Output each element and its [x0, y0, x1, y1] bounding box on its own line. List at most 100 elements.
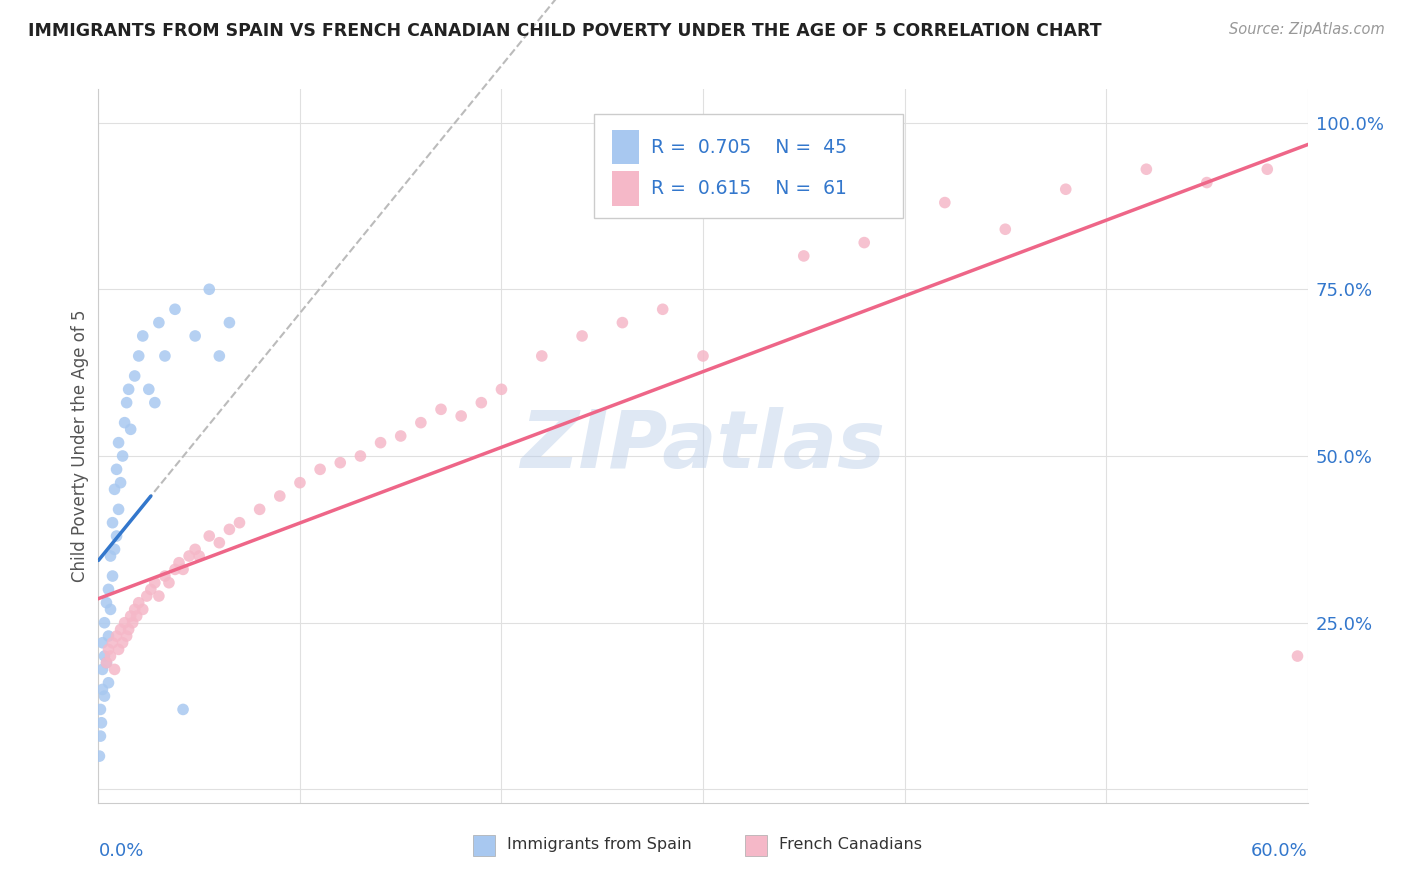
Point [184, 542, 207, 557]
Point [1286, 649, 1309, 664]
Point [103, 483, 125, 497]
Point [118, 623, 141, 637]
Point [93, 649, 115, 664]
Point [100, 602, 122, 616]
Point [89, 749, 111, 764]
Point [135, 589, 157, 603]
Point [103, 542, 125, 557]
Point [208, 535, 231, 549]
FancyBboxPatch shape [595, 114, 903, 218]
Text: R =  0.705    N =  45: R = 0.705 N = 45 [651, 137, 846, 156]
Point [90, 715, 112, 730]
Point [172, 702, 194, 716]
Point [138, 382, 160, 396]
Point [110, 475, 132, 490]
Point [1135, 162, 1157, 177]
Point [163, 302, 186, 317]
Point [91, 682, 114, 697]
Point [153, 349, 176, 363]
Point [97, 629, 120, 643]
Point [167, 556, 190, 570]
Point [853, 235, 876, 250]
Point [612, 316, 634, 330]
Text: Immigrants from Spain: Immigrants from Spain [508, 838, 692, 853]
Point [148, 316, 170, 330]
Point [91, 662, 114, 676]
Point [530, 349, 553, 363]
Point [179, 549, 201, 563]
Point [1256, 162, 1278, 177]
Point [157, 575, 180, 590]
FancyBboxPatch shape [613, 130, 638, 164]
Point [1195, 176, 1218, 190]
Point [89, 729, 111, 743]
Point [132, 329, 155, 343]
Point [121, 615, 143, 630]
Point [450, 409, 472, 423]
Point [115, 395, 138, 409]
Point [120, 609, 142, 624]
Point [934, 195, 956, 210]
Point [105, 529, 128, 543]
Point [309, 462, 332, 476]
Text: French Canadians: French Canadians [779, 838, 922, 853]
Point [132, 602, 155, 616]
FancyBboxPatch shape [745, 835, 768, 856]
Text: IMMIGRANTS FROM SPAIN VS FRENCH CANADIAN CHILD POVERTY UNDER THE AGE OF 5 CORREL: IMMIGRANTS FROM SPAIN VS FRENCH CANADIAN… [28, 22, 1102, 40]
Point [389, 429, 412, 443]
Point [124, 602, 146, 616]
Point [571, 329, 593, 343]
Point [139, 582, 162, 597]
Point [97, 582, 120, 597]
Point [198, 529, 221, 543]
Point [97, 675, 120, 690]
Point [110, 623, 132, 637]
Text: 0.0%: 0.0% [98, 842, 143, 860]
Point [349, 449, 371, 463]
Point [115, 629, 138, 643]
Point [91, 636, 114, 650]
Text: ZIPatlas: ZIPatlas [520, 407, 886, 485]
Point [114, 615, 136, 630]
Text: R =  0.615    N =  61: R = 0.615 N = 61 [651, 179, 846, 198]
Point [184, 329, 207, 343]
Point [97, 642, 120, 657]
Point [101, 516, 124, 530]
Point [329, 456, 352, 470]
Point [153, 569, 176, 583]
Point [249, 502, 271, 516]
Point [105, 629, 128, 643]
Point [100, 649, 122, 664]
Point [491, 382, 513, 396]
Text: 60.0%: 60.0% [1251, 842, 1308, 860]
Text: Source: ZipAtlas.com: Source: ZipAtlas.com [1229, 22, 1385, 37]
Point [125, 609, 148, 624]
Point [198, 282, 221, 296]
Point [96, 656, 118, 670]
Point [107, 642, 129, 657]
Y-axis label: Child Poverty Under the Age of 5: Child Poverty Under the Age of 5 [70, 310, 89, 582]
Point [148, 589, 170, 603]
Point [692, 349, 714, 363]
Point [93, 689, 115, 703]
Point [430, 402, 453, 417]
Point [269, 489, 291, 503]
Point [288, 475, 311, 490]
Point [107, 435, 129, 450]
Point [172, 562, 194, 576]
Point [114, 416, 136, 430]
FancyBboxPatch shape [613, 171, 638, 205]
Point [120, 422, 142, 436]
Point [208, 349, 231, 363]
Point [105, 462, 128, 476]
Point [101, 569, 124, 583]
Point [143, 575, 166, 590]
Point [111, 449, 134, 463]
Point [96, 596, 118, 610]
Point [103, 662, 125, 676]
Point [218, 522, 240, 536]
Point [994, 222, 1017, 236]
Point [111, 636, 134, 650]
Point [107, 502, 129, 516]
Point [101, 636, 124, 650]
